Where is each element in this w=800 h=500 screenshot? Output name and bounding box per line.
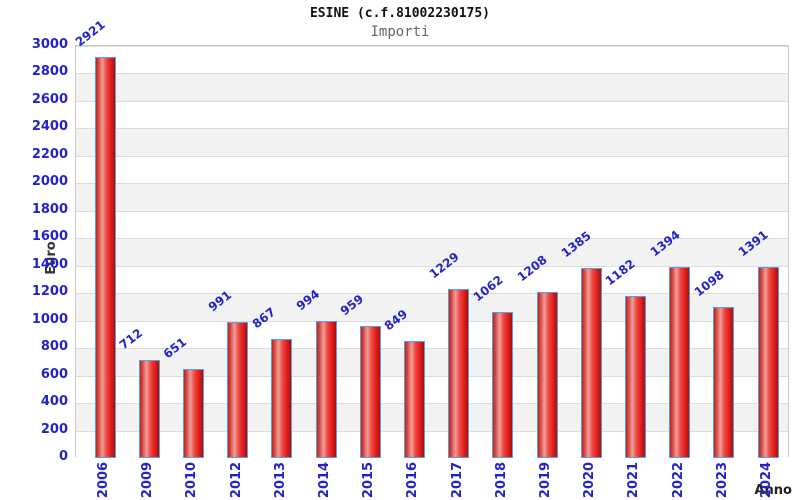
x-tick-label: 2019 — [538, 461, 553, 499]
x-tick-label: 2009 — [140, 461, 156, 499]
grid-band — [76, 210, 788, 239]
grid-band — [76, 128, 788, 156]
x-tick-label: 2016 — [405, 461, 421, 499]
chart-title: ESINE (c.f.81002230175) — [309, 6, 490, 21]
y-tick-label: 1400 — [31, 256, 68, 272]
y-tick-label: 2200 — [31, 146, 68, 162]
x-tick-label: 2021 — [626, 461, 642, 499]
y-tick-label: 2400 — [31, 119, 68, 135]
y-tick-label: 3000 — [31, 37, 68, 52]
y-tick-label: 800 — [40, 339, 68, 355]
x-tick-label: 2014 — [317, 461, 332, 499]
bar — [94, 56, 116, 458]
y-tick-label: 2800 — [31, 64, 68, 80]
x-tick-label: 2015 — [361, 461, 377, 499]
y-tick-label: 2600 — [31, 91, 68, 107]
x-tick-label: 2006 — [96, 461, 111, 499]
bar — [271, 338, 293, 458]
plot-area: 2921 712 651 991 867 994 959 849 1229 1062 1208 138… — [73, 17, 789, 458]
bar — [138, 360, 160, 458]
chart-subtitle: Importi — [370, 24, 430, 40]
x-axis-title: Anno — [754, 483, 792, 498]
bar — [580, 267, 602, 458]
x-tick-label: 2018 — [493, 461, 509, 499]
bar — [757, 266, 779, 458]
y-tick-label: 200 — [40, 421, 68, 437]
bar — [182, 368, 204, 458]
grid-band — [76, 155, 788, 184]
y-tick-label: 0 — [58, 449, 68, 464]
y-tick-label: 1000 — [31, 311, 68, 327]
bar — [448, 289, 470, 458]
grid-band — [76, 183, 788, 211]
x-tick-label: 2010 — [184, 461, 200, 499]
bar — [492, 312, 514, 458]
bar — [403, 341, 425, 458]
bar — [713, 307, 735, 458]
bar — [227, 321, 249, 458]
x-tick-label: 2023 — [714, 461, 730, 499]
grid-band — [76, 73, 788, 101]
y-tick-label: 1800 — [31, 201, 68, 217]
y-tick-label: 600 — [40, 366, 68, 382]
x-tick-label: 2020 — [582, 461, 598, 499]
bar — [669, 266, 691, 458]
x-tick-label: 2024 — [759, 461, 774, 499]
bar — [359, 326, 381, 458]
grid-band — [76, 238, 788, 266]
y-tick-label: 400 — [40, 394, 68, 410]
bar — [315, 321, 337, 458]
grid-band — [76, 100, 788, 129]
bar — [624, 295, 646, 458]
y-tick-label: 1200 — [31, 284, 68, 300]
bar — [536, 292, 558, 458]
y-tick-label: 2000 — [31, 174, 68, 190]
x-tick-label: 2013 — [272, 461, 288, 499]
y-tick-label: 1600 — [31, 229, 68, 245]
x-tick-label: 2017 — [449, 461, 465, 499]
grid-band — [76, 46, 788, 74]
x-tick-label: 2012 — [228, 461, 244, 499]
x-tick-label: 2022 — [670, 461, 686, 499]
